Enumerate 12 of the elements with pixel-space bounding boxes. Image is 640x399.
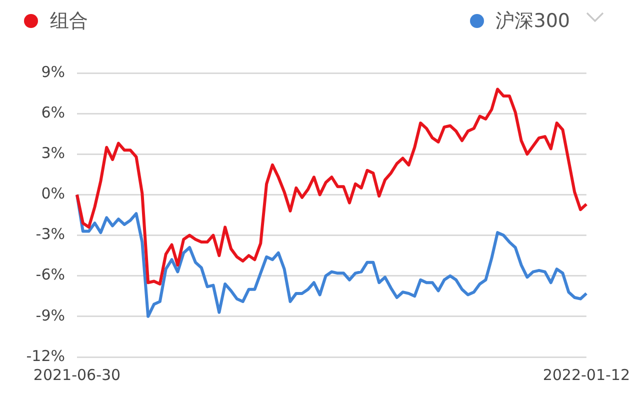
y-tick-label: 3% [41, 144, 65, 162]
legend-label: 组合 [50, 9, 88, 34]
x-tick-label: 2022-01-12 [542, 366, 630, 384]
y-tick-label: 9% [41, 62, 65, 81]
y-tick-label: 6% [41, 103, 65, 122]
y-tick-label: -6% [36, 266, 65, 284]
legend-label: 沪深300 [496, 9, 570, 34]
y-tick-label: 0% [41, 184, 65, 203]
x-tick-label: 2021-06-30 [33, 366, 121, 384]
y-tick-label: -12% [26, 346, 65, 365]
y-tick-label: -9% [36, 306, 65, 324]
y-tick-label: -3% [36, 225, 65, 244]
